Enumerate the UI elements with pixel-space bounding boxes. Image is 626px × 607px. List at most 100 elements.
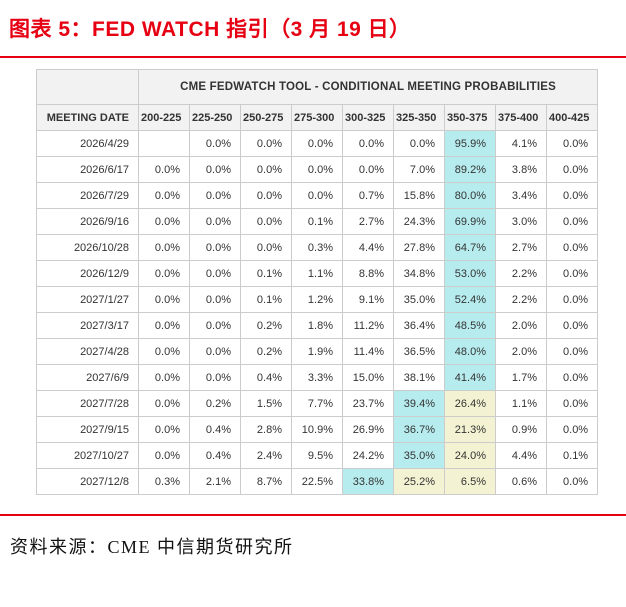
probability-cell: 0.0%	[545, 182, 599, 209]
probability-cell: 10.9%	[291, 416, 343, 443]
probability-cell: 0.0%	[189, 130, 241, 157]
probability-cell: 38.1%	[393, 364, 445, 391]
probability-cell: 8.7%	[240, 468, 292, 495]
top-divider	[0, 56, 626, 58]
meeting-date-cell: 2027/7/28	[36, 390, 139, 417]
probability-cell: 53.0%	[444, 260, 496, 287]
probability-cell: 6.5%	[444, 468, 496, 495]
corner-cell	[36, 69, 139, 105]
probability-cell: 9.1%	[342, 286, 394, 313]
table-row: 2026/7/29 0.0% 0.0% 0.0% 0.0% 0.7% 15.8% 80.0% 3…	[36, 182, 599, 209]
probability-cell: 0.0%	[545, 260, 599, 287]
table-row: 2027/7/28 0.0% 0.2% 1.5% 7.7% 23.7% 39.4% 26.4%…	[36, 390, 599, 417]
probability-cell: 2.0%	[495, 338, 547, 365]
probability-cell: 26.4%	[444, 390, 496, 417]
probability-cell: 0.0%	[545, 468, 599, 495]
source-note: 资料来源：CME 中信期货研究所	[10, 537, 294, 557]
probability-cell: 25.2%	[393, 468, 445, 495]
rate-range-header: 225-250	[189, 104, 241, 131]
rate-range-header: 300-325	[342, 104, 394, 131]
table-row: 2027/3/17 0.0% 0.0% 0.2% 1.8% 11.2% 36.4% 48.5%…	[36, 312, 599, 339]
probability-cell: 48.0%	[444, 338, 496, 365]
rate-range-header: 275-300	[291, 104, 343, 131]
probability-cell: 26.9%	[342, 416, 394, 443]
probability-cell: 0.0%	[138, 442, 190, 469]
probability-cell: 3.0%	[495, 208, 547, 235]
probability-cell: 15.0%	[342, 364, 394, 391]
table-row: 2027/12/8 0.3% 2.1% 8.7% 22.5% 33.8% 25.2% 6.5%…	[36, 468, 599, 495]
probability-cell: 0.0%	[545, 234, 599, 261]
probability-cell: 7.0%	[393, 156, 445, 183]
probability-cell: 0.3%	[291, 234, 343, 261]
probability-cell: 1.2%	[291, 286, 343, 313]
probability-cell: 52.4%	[444, 286, 496, 313]
probability-cell: 3.8%	[495, 156, 547, 183]
probability-cell: 0.0%	[393, 130, 445, 157]
meeting-date-cell: 2027/4/28	[36, 338, 139, 365]
table-body: 2026/4/29 0.0% 0.0% 0.0% 0.0% 0.0% 95.9% 4.1% 0.…	[36, 130, 599, 495]
probability-cell: 0.0%	[545, 390, 599, 417]
probability-cell: 15.8%	[393, 182, 445, 209]
probability-cell: 0.0%	[189, 182, 241, 209]
probability-cell: 64.7%	[444, 234, 496, 261]
probability-cell: 0.0%	[138, 182, 190, 209]
probability-cell: 2.7%	[342, 208, 394, 235]
probability-cell: 3.4%	[495, 182, 547, 209]
probability-cell: 2.4%	[240, 442, 292, 469]
rate-range-header: 400-425	[545, 104, 599, 131]
probability-cell: 48.5%	[444, 312, 496, 339]
probability-cell: 0.0%	[545, 156, 599, 183]
probability-cell: 9.5%	[291, 442, 343, 469]
probability-cell: 0.0%	[138, 338, 190, 365]
probability-cell: 4.4%	[495, 442, 547, 469]
table-banner: CME FEDWATCH TOOL - CONDITIONAL MEETING …	[137, 69, 599, 105]
figure-title: 图表 5：FED WATCH 指引（3 月 19 日）	[9, 18, 411, 41]
probability-cell: 0.0%	[545, 312, 599, 339]
rate-range-header: 250-275	[240, 104, 292, 131]
meeting-date-cell: 2026/9/16	[36, 208, 139, 235]
probability-cell: 0.7%	[342, 182, 394, 209]
probability-cell: 0.0%	[138, 208, 190, 235]
rate-range-header: 325-350	[393, 104, 445, 131]
probability-cell: 1.1%	[291, 260, 343, 287]
table-row: 2026/6/17 0.0% 0.0% 0.0% 0.0% 0.0% 7.0% 89.2% 3.…	[36, 156, 599, 183]
probability-cell: 1.5%	[240, 390, 292, 417]
fedwatch-probability-table: CME FEDWATCH TOOL - CONDITIONAL MEETING …	[36, 69, 599, 495]
fedwatch-table-container: CME FEDWATCH TOOL - CONDITIONAL MEETING …	[36, 69, 626, 495]
probability-cell: 0.1%	[240, 286, 292, 313]
meeting-date-cell: 2027/12/8	[36, 468, 139, 495]
meeting-date-cell: 2026/7/29	[36, 182, 139, 209]
probability-cell: 0.0%	[138, 390, 190, 417]
probability-cell: 0.0%	[545, 364, 599, 391]
probability-cell: 89.2%	[444, 156, 496, 183]
probability-cell: 80.0%	[444, 182, 496, 209]
bottom-divider	[0, 514, 626, 516]
probability-cell: 0.0%	[138, 156, 190, 183]
probability-cell: 33.8%	[342, 468, 394, 495]
probability-cell: 0.6%	[495, 468, 547, 495]
probability-cell: 0.0%	[291, 130, 343, 157]
probability-cell: 36.4%	[393, 312, 445, 339]
probability-cell: 0.0%	[342, 156, 394, 183]
table-row: 2027/10/27 0.0% 0.4% 2.4% 9.5% 24.2% 35.0% 24.0…	[36, 442, 599, 469]
meeting-date-cell: 2026/6/17	[36, 156, 139, 183]
meeting-date-cell: 2027/3/17	[36, 312, 139, 339]
probability-cell: 36.5%	[393, 338, 445, 365]
meeting-date-cell: 2027/10/27	[36, 442, 139, 469]
probability-cell: 8.8%	[342, 260, 394, 287]
meeting-date-cell: 2027/1/27	[36, 286, 139, 313]
table-row: 2026/10/28 0.0% 0.0% 0.0% 0.3% 4.4% 27.8% 64.7%…	[36, 234, 599, 261]
table-header: CME FEDWATCH TOOL - CONDITIONAL MEETING …	[36, 69, 599, 131]
probability-cell: 0.0%	[291, 182, 343, 209]
probability-cell: 0.0%	[545, 338, 599, 365]
probability-cell: 0.0%	[545, 130, 599, 157]
probability-cell: 0.1%	[240, 260, 292, 287]
probability-cell: 0.0%	[138, 416, 190, 443]
meeting-date-cell: 2026/12/9	[36, 260, 139, 287]
probability-cell: 22.5%	[291, 468, 343, 495]
probability-cell: 0.0%	[189, 338, 241, 365]
probability-cell: 4.4%	[342, 234, 394, 261]
meeting-date-cell: 2026/4/29	[36, 130, 139, 157]
probability-cell: 24.2%	[342, 442, 394, 469]
probability-cell: 0.2%	[240, 338, 292, 365]
